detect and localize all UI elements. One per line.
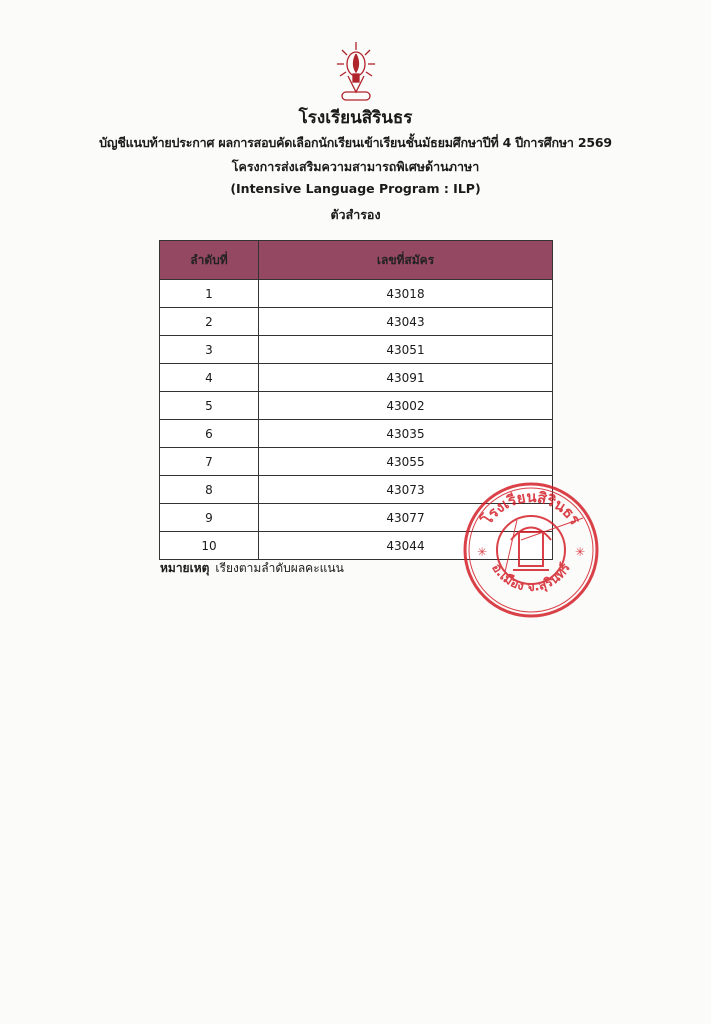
table-row: 5 43002 — [159, 391, 553, 420]
svg-text:✳: ✳ — [575, 545, 585, 559]
application-number-cell: 43002 — [258, 391, 553, 420]
school-name: โรงเรียนสิรินธร — [298, 108, 413, 128]
list-type: ตัวสำรอง — [330, 207, 381, 222]
table-header-row: ลำดับที่ เลขที่สมัคร — [159, 240, 553, 280]
rank-cell: 2 — [159, 307, 259, 336]
program-english: (Intensive Language Program : ILP) — [230, 181, 481, 196]
table-row: 7 43055 — [159, 447, 553, 476]
table-row: 6 43035 — [159, 419, 553, 448]
rank-cell: 1 — [159, 279, 259, 308]
table-row: 8 43073 — [159, 475, 553, 504]
rank-cell: 5 — [159, 391, 259, 420]
table-row: 2 43043 — [159, 307, 553, 336]
table-row: 3 43051 — [159, 335, 553, 364]
application-number-cell: 43043 — [258, 307, 553, 336]
rank-cell: 8 — [159, 475, 259, 504]
rank-cell: 4 — [159, 363, 259, 392]
application-number-cell: 43044 — [258, 531, 553, 560]
svg-text:✳: ✳ — [477, 545, 487, 559]
column-header-application-number: เลขที่สมัคร — [258, 240, 553, 280]
application-number-cell: 43018 — [258, 279, 553, 308]
note: หมายเหตุ เรียงตามลำดับผลคะแนน — [160, 559, 344, 578]
application-number-cell: 43055 — [258, 447, 553, 476]
column-header-rank: ลำดับที่ — [159, 240, 259, 280]
note-text: เรียงตามลำดับผลคะแนน — [215, 561, 344, 575]
school-seal-stamp: โรงเรียนสิรินธร อ.เมือง จ.สุรินทร์ ✳ ✳ — [463, 482, 599, 618]
application-number-cell: 43035 — [258, 419, 553, 448]
rank-cell: 9 — [159, 503, 259, 532]
table-row: 10 43044 — [159, 531, 553, 560]
table-row: 1 43018 — [159, 279, 553, 308]
reserve-list-table: ลำดับที่ เลขที่สมัคร 1 43018 2 43043 3 43051 4… — [159, 240, 553, 560]
table-row: 4 43091 — [159, 363, 553, 392]
program-thai: โครงการส่งเสริมความสามารถพิเศษด้านภาษา — [231, 159, 480, 174]
rank-cell: 7 — [159, 447, 259, 476]
announcement-subtitle: บัญชีแนบท้ายประกาศ ผลการสอบคัดเลือกนักเร… — [99, 135, 612, 150]
school-emblem-logo — [337, 42, 375, 101]
rank-cell: 6 — [159, 419, 259, 448]
rank-cell: 3 — [159, 335, 259, 364]
application-number-cell: 43091 — [258, 363, 553, 392]
rank-cell: 10 — [159, 531, 259, 560]
note-label: หมายเหตุ — [160, 561, 210, 575]
application-number-cell: 43051 — [258, 335, 553, 364]
